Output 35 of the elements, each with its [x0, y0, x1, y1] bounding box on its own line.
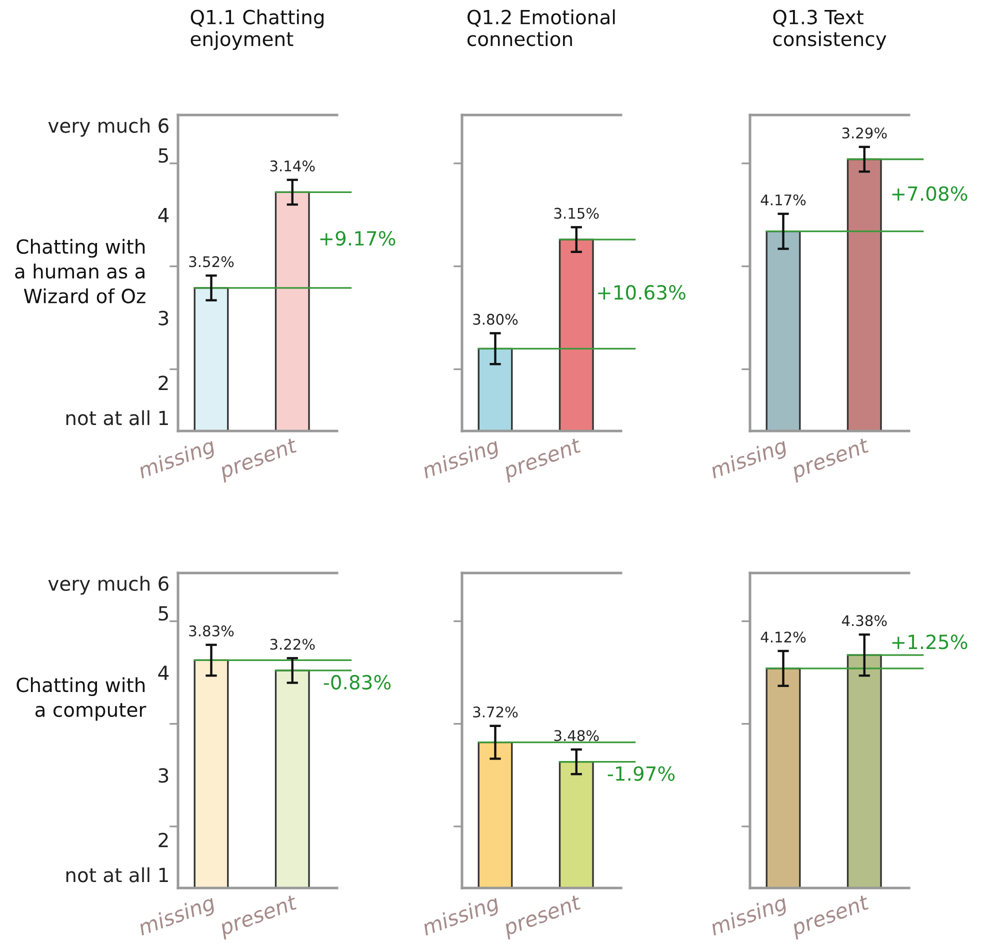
y-tick-label: 2 — [158, 376, 168, 390]
annotation: 3.48% — [554, 730, 599, 742]
annotation: +9.17% — [320, 230, 396, 246]
annotation: -0.83% — [324, 674, 391, 690]
y-tick-label: not at all 1 — [66, 410, 168, 426]
y-axis-title: Chatting with a human as a Wizard of Oz — [15, 238, 146, 304]
annotation: 3.14% — [270, 160, 315, 172]
y-tick-label: 3 — [158, 768, 168, 783]
annotation: -1.97% — [608, 766, 675, 781]
y-tick-label: not at all 1 — [66, 867, 168, 882]
annotation: 3.29% — [842, 127, 887, 139]
annotation: 3.22% — [270, 638, 315, 650]
chart-title: Q1.3 Text consistency — [773, 10, 886, 50]
y-axis-title: Chatting with a computer — [16, 677, 146, 721]
chart-title: Q1.2 Emotional connection — [468, 9, 615, 46]
annotation: 4.12% — [760, 632, 806, 643]
y-tick-label: 5 — [158, 606, 168, 621]
annotation: +7.08% — [892, 186, 968, 201]
y-tick-label: 5 — [158, 148, 168, 163]
annotation: 3.83% — [189, 625, 234, 636]
y-tick-label: 2 — [158, 832, 168, 848]
y-tick-label: 4 — [158, 666, 169, 680]
annotation: 3.52% — [189, 256, 234, 268]
chart-title: Q1.1 Chatting enjoyment — [190, 9, 324, 50]
annotation: 3.15% — [554, 208, 599, 219]
annotation: 4.17% — [760, 194, 806, 206]
annotation: 3.80% — [473, 314, 518, 325]
annotation: 3.72% — [473, 706, 518, 718]
y-tick-label: very much 6 — [48, 576, 168, 595]
y-tick-label: 3 — [158, 310, 168, 326]
annotation: +10.63% — [598, 285, 686, 300]
annotation: +1.25% — [892, 634, 968, 650]
y-tick-label: very much 6 — [48, 118, 168, 137]
annotation: 4.38% — [842, 615, 887, 626]
y-tick-label: 4 — [158, 208, 169, 222]
